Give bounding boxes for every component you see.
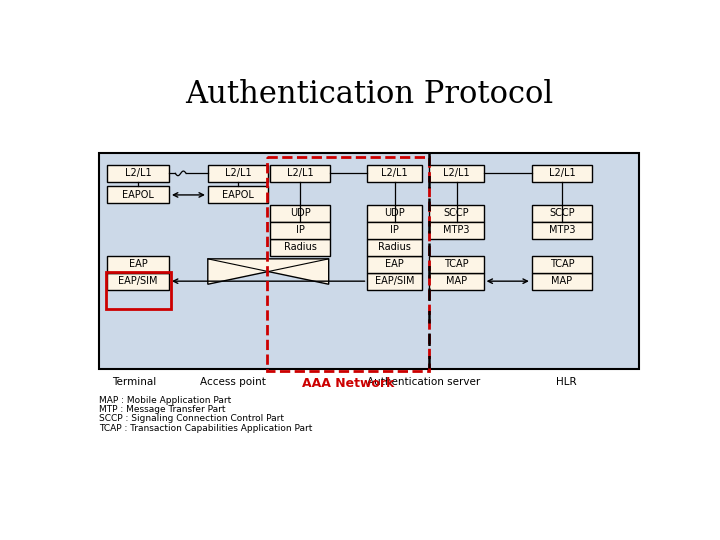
Text: EAP: EAP bbox=[385, 259, 404, 269]
Text: Authentication server: Authentication server bbox=[366, 377, 480, 387]
Text: MAP : Mobile Application Part: MAP : Mobile Application Part bbox=[99, 396, 232, 405]
Text: L2/L1: L2/L1 bbox=[125, 168, 151, 178]
Text: HLR: HLR bbox=[557, 377, 577, 387]
Bar bbox=[367, 273, 422, 289]
Text: Access point: Access point bbox=[200, 377, 266, 387]
Bar bbox=[270, 239, 330, 256]
Bar bbox=[107, 165, 169, 182]
Text: MAP: MAP bbox=[552, 276, 572, 286]
Bar bbox=[429, 165, 484, 182]
Text: MTP3: MTP3 bbox=[444, 225, 470, 235]
Text: Radius: Radius bbox=[284, 242, 317, 252]
Text: SCCP: SCCP bbox=[549, 208, 575, 218]
Text: Radius: Radius bbox=[378, 242, 411, 252]
Bar bbox=[99, 153, 639, 369]
Bar bbox=[107, 256, 169, 273]
Text: MAP: MAP bbox=[446, 276, 467, 286]
Text: UDP: UDP bbox=[289, 208, 310, 218]
Bar bbox=[367, 239, 422, 256]
Text: EAPOL: EAPOL bbox=[222, 190, 254, 200]
Text: EAPOL: EAPOL bbox=[122, 190, 154, 200]
Bar bbox=[367, 222, 422, 239]
Bar bbox=[429, 222, 484, 239]
Text: L2/L1: L2/L1 bbox=[549, 168, 575, 178]
Text: MTP : Message Transfer Part: MTP : Message Transfer Part bbox=[99, 405, 226, 414]
Bar bbox=[107, 186, 169, 204]
Bar bbox=[429, 205, 484, 222]
Text: IP: IP bbox=[296, 225, 305, 235]
Text: TCAP : Transaction Capabilities Application Part: TCAP : Transaction Capabilities Applicat… bbox=[99, 423, 312, 433]
Bar bbox=[429, 273, 484, 289]
Text: SCCP: SCCP bbox=[444, 208, 469, 218]
Bar bbox=[367, 165, 422, 182]
Text: TCAP: TCAP bbox=[549, 259, 575, 269]
Text: SCCP : Signaling Connection Control Part: SCCP : Signaling Connection Control Part bbox=[99, 414, 284, 423]
Text: L2/L1: L2/L1 bbox=[225, 168, 251, 178]
Bar bbox=[532, 205, 593, 222]
Text: L2/L1: L2/L1 bbox=[287, 168, 313, 178]
Bar bbox=[532, 256, 593, 273]
Bar bbox=[270, 165, 330, 182]
Text: EAP/SIM: EAP/SIM bbox=[375, 276, 414, 286]
Text: EAP: EAP bbox=[129, 259, 148, 269]
Text: TCAP: TCAP bbox=[444, 259, 469, 269]
Bar bbox=[208, 165, 269, 182]
Bar bbox=[107, 273, 169, 289]
Text: Authentication Protocol: Authentication Protocol bbox=[185, 78, 553, 110]
Text: IP: IP bbox=[390, 225, 399, 235]
Text: UDP: UDP bbox=[384, 208, 405, 218]
Bar bbox=[532, 165, 593, 182]
Bar bbox=[106, 272, 171, 309]
Text: Terminal: Terminal bbox=[112, 377, 156, 387]
Text: MTP3: MTP3 bbox=[549, 225, 575, 235]
Bar bbox=[367, 205, 422, 222]
Bar bbox=[532, 222, 593, 239]
Bar bbox=[208, 186, 269, 204]
Bar bbox=[270, 205, 330, 222]
Text: L2/L1: L2/L1 bbox=[444, 168, 470, 178]
Text: EAP/SIM: EAP/SIM bbox=[118, 276, 158, 286]
Text: L2/L1: L2/L1 bbox=[382, 168, 408, 178]
Text: AAA Network: AAA Network bbox=[302, 377, 395, 390]
Bar bbox=[266, 157, 429, 372]
Polygon shape bbox=[208, 259, 329, 284]
Bar bbox=[367, 256, 422, 273]
Bar bbox=[429, 256, 484, 273]
Bar bbox=[532, 273, 593, 289]
Bar bbox=[270, 222, 330, 239]
